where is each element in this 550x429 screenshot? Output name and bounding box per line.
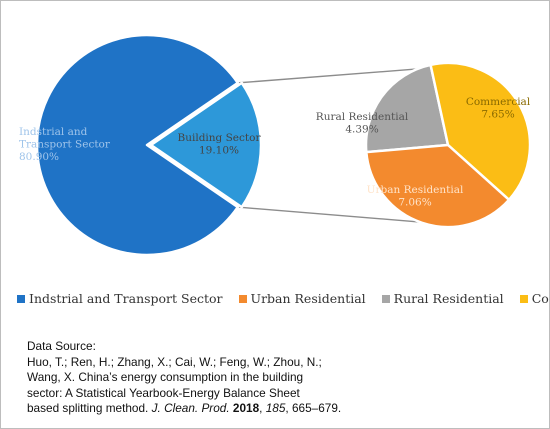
data-label-building: Building Sector 19.10% bbox=[178, 132, 262, 157]
connector-line-bottom bbox=[237, 206, 421, 223]
pie-of-pie-chart: Indstrial and Transport Sector 80.90% Build… bbox=[19, 33, 532, 257]
legend-label: Commercial bbox=[531, 291, 549, 306]
legend-item-rural: Rural Residential bbox=[381, 291, 504, 306]
pie-slice-building-sector bbox=[149, 81, 263, 209]
source-line: Huo, T.; Ren, H.; Zhang, X.; Cai, W.; Fe… bbox=[27, 354, 322, 369]
legend-label: Indstrial and Transport Sector bbox=[29, 291, 223, 306]
pie-slice-urban-residential bbox=[365, 143, 511, 229]
pie-slice-indstrial-and-transport-sector bbox=[35, 33, 240, 257]
source-heading: Data Source: bbox=[27, 339, 96, 353]
journal-name: J. Clean. Prod. bbox=[151, 401, 230, 415]
legend-label: Rural Residential bbox=[393, 291, 504, 306]
journal-pages: , 665–679. bbox=[285, 401, 342, 415]
journal-volume: 185 bbox=[265, 401, 286, 415]
source-line: based splitting method. J. Clean. Prod. … bbox=[27, 401, 342, 415]
legend-item-urban: Urban Residential bbox=[238, 291, 366, 306]
data-source-citation: Data Source: Huo, T.; Ren, H.; Zhang, X.… bbox=[27, 339, 527, 417]
legend-swatch bbox=[238, 294, 247, 303]
source-text: based splitting method. bbox=[27, 401, 152, 415]
data-label-industrial: Indstrial and Transport Sector 80.90% bbox=[19, 126, 111, 163]
data-label-commercial: Commercial 7.65% bbox=[466, 96, 531, 121]
legend-item-commercial: Commercial bbox=[519, 291, 549, 306]
legend-label: Urban Residential bbox=[250, 291, 366, 306]
legend-swatch bbox=[17, 294, 25, 303]
pie-slice-rural-residential bbox=[364, 63, 450, 154]
data-label-rural: Rural Residential 4.39% bbox=[316, 111, 409, 136]
publication-year: 2018 bbox=[232, 401, 260, 415]
pie-slice-commercial bbox=[429, 61, 532, 202]
chart-legend: Indstrial and Transport Sector Urban Res… bbox=[17, 291, 549, 306]
legend-swatch bbox=[519, 294, 528, 303]
connector-line-top bbox=[237, 68, 418, 84]
source-line: Wang, X. China’s energy consumption in t… bbox=[27, 370, 304, 384]
legend-swatch bbox=[381, 294, 390, 303]
source-line: sector: A Statistical Yearbook-Energy Ba… bbox=[27, 385, 300, 400]
legend-item-industrial: Indstrial and Transport Sector bbox=[17, 291, 223, 306]
data-label-urban: Urban Residential 7.06% bbox=[367, 184, 464, 209]
